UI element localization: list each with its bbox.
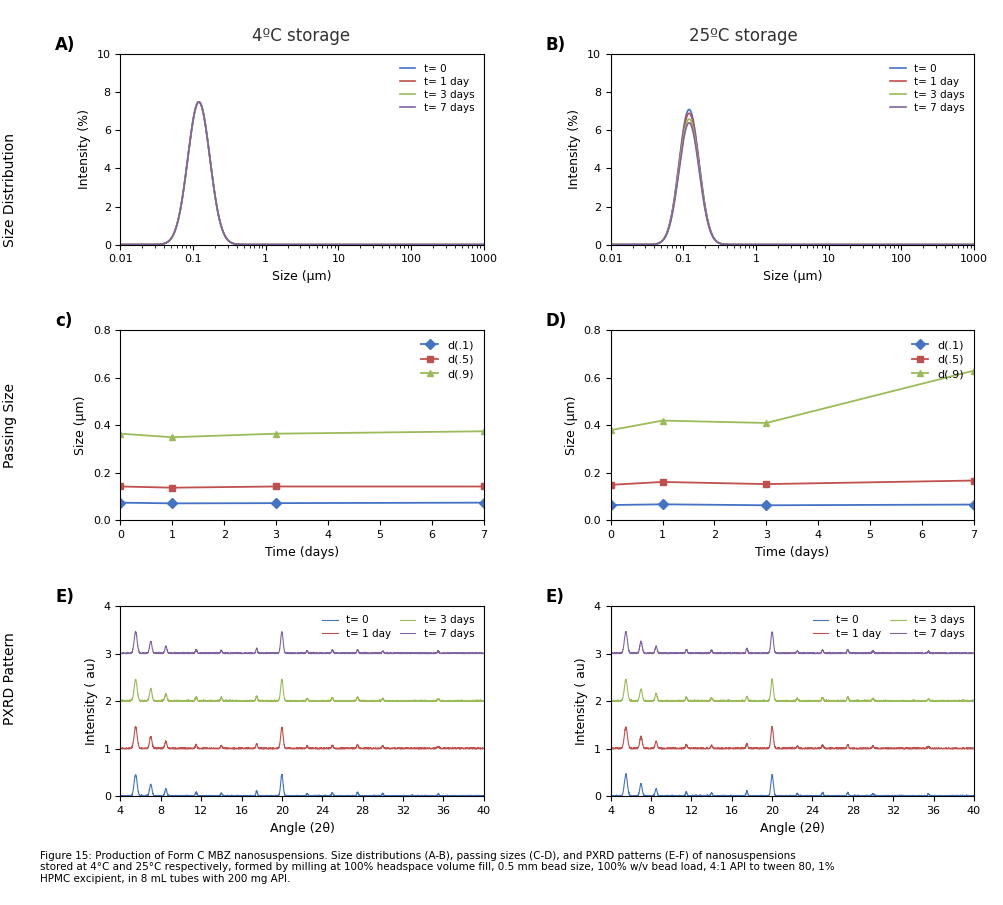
Text: 25ºC storage: 25ºC storage — [688, 27, 796, 44]
d(.5) — [656, 477, 668, 488]
d(.1) — [270, 498, 282, 509]
Legend: t= 0, t= 1 day, t= 3 days, t= 7 days: t= 0, t= 1 day, t= 3 days, t= 7 days — [885, 60, 968, 118]
Line: d(.5): d(.5) — [117, 483, 486, 491]
Y-axis label: Intensity ( au): Intensity ( au) — [85, 657, 98, 745]
X-axis label: Angle (2θ): Angle (2θ) — [270, 822, 334, 834]
Legend: d(.1), d(.5), d(.9): d(.1), d(.5), d(.9) — [907, 336, 967, 384]
d(.9) — [967, 366, 979, 376]
d(.1) — [656, 499, 668, 510]
d(.1) — [967, 500, 979, 510]
d(.9) — [166, 432, 179, 443]
X-axis label: Time (days): Time (days) — [265, 546, 339, 558]
d(.5) — [166, 482, 179, 493]
Y-axis label: Intensity (%): Intensity (%) — [78, 110, 91, 189]
d(.5) — [759, 479, 771, 490]
d(.1) — [759, 500, 771, 510]
Text: A): A) — [55, 36, 75, 54]
Legend: t= 0, t= 1 day, t= 3 days, t= 7 days: t= 0, t= 1 day, t= 3 days, t= 7 days — [395, 60, 478, 118]
Line: d(.9): d(.9) — [607, 367, 976, 433]
d(.1) — [114, 497, 126, 508]
d(.5) — [477, 481, 489, 492]
d(.1) — [604, 500, 616, 510]
d(.1) — [477, 497, 489, 508]
Text: 4ºC storage: 4ºC storage — [252, 27, 350, 44]
d(.5) — [114, 481, 126, 492]
d(.9) — [759, 417, 771, 428]
X-axis label: Size (μm): Size (μm) — [272, 270, 331, 283]
d(.9) — [604, 424, 616, 435]
Line: d(.5): d(.5) — [607, 477, 976, 489]
d(.1) — [166, 498, 179, 509]
Text: PXRD Pattern: PXRD Pattern — [3, 633, 17, 725]
Text: c): c) — [55, 312, 72, 330]
d(.5) — [967, 475, 979, 486]
d(.9) — [656, 415, 668, 426]
Y-axis label: Intensity ( au): Intensity ( au) — [575, 657, 588, 745]
Line: d(.9): d(.9) — [117, 428, 486, 441]
Text: Figure 15: Production of Form C MBZ nanosuspensions. Size distributions (A-B), p: Figure 15: Production of Form C MBZ nano… — [40, 851, 833, 884]
Text: D): D) — [545, 312, 566, 330]
d(.9) — [270, 428, 282, 439]
Y-axis label: Intensity (%): Intensity (%) — [568, 110, 581, 189]
d(.5) — [270, 481, 282, 492]
Text: E): E) — [545, 588, 564, 606]
X-axis label: Time (days): Time (days) — [754, 546, 828, 558]
d(.9) — [477, 426, 489, 437]
Text: Passing Size: Passing Size — [3, 383, 17, 468]
Y-axis label: Size (μm): Size (μm) — [564, 395, 577, 455]
Text: B): B) — [545, 36, 565, 54]
Text: E): E) — [55, 588, 74, 606]
Legend: t= 0, t= 1 day, t= 3 days, t= 7 days: t= 0, t= 1 day, t= 3 days, t= 7 days — [807, 611, 968, 643]
Text: Size Distribution: Size Distribution — [3, 133, 17, 247]
X-axis label: Angle (2θ): Angle (2θ) — [759, 822, 823, 834]
d(.5) — [604, 480, 616, 491]
Legend: t= 0, t= 1 day, t= 3 days, t= 7 days: t= 0, t= 1 day, t= 3 days, t= 7 days — [318, 611, 478, 643]
Legend: d(.1), d(.5), d(.9): d(.1), d(.5), d(.9) — [416, 336, 477, 384]
Y-axis label: Size (μm): Size (μm) — [74, 395, 87, 455]
Line: d(.1): d(.1) — [607, 500, 976, 509]
Line: d(.1): d(.1) — [117, 500, 486, 507]
d(.9) — [114, 428, 126, 439]
X-axis label: Size (μm): Size (μm) — [762, 270, 821, 283]
